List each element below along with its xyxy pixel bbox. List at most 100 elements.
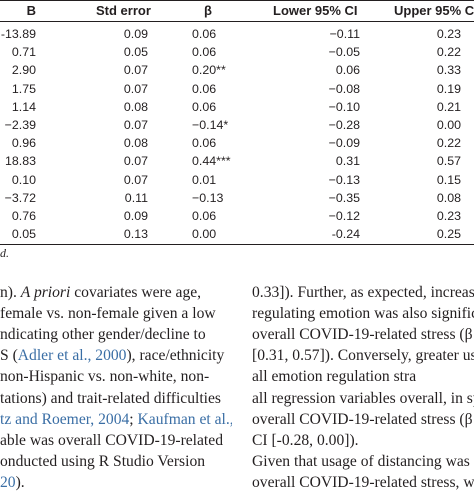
table-cell-lower-ci: 0.06 <box>335 63 360 78</box>
table-cell-b: 0.96 <box>11 136 36 151</box>
text-run: ; <box>129 410 138 428</box>
text-run: all emotion regulation stra <box>252 368 417 386</box>
table-cell-beta: 0.06 <box>192 81 217 96</box>
table-cell-b: −2.39 <box>4 118 36 132</box>
left_column-line: 20). <box>0 472 232 493</box>
table-cell-lower-ci: −0.08 <box>328 81 360 96</box>
text-run: regulating emotion was also significa <box>252 305 474 323</box>
text-run: ). <box>15 473 25 491</box>
table-top-rule <box>0 0 474 1</box>
table-cell-beta: 0.06 <box>192 27 217 41</box>
table-cell-b: 0.71 <box>11 45 36 60</box>
left_column-line: tations) and trait-related difficulties <box>0 388 232 409</box>
text-run: female vs. non-female given a low <box>0 305 216 323</box>
table-cell-b: 0.10 <box>11 172 36 187</box>
table-cell-upper-ci: 0.15 <box>436 172 461 187</box>
right_column-line: overall COVID-19-related stress (β <box>252 409 474 430</box>
header-beta: β <box>204 3 212 18</box>
text-run: overall COVID-19-related stress, we <box>252 473 474 491</box>
table-cell-std-error: 0.07 <box>123 154 148 169</box>
table-cell-lower-ci: −0.11 <box>329 27 360 41</box>
table-cell-std-error: 0.08 <box>123 136 148 151</box>
table-cell-std-error: 0.13 <box>123 227 148 242</box>
header-lower-ci: Lower 95% CI <box>273 3 358 18</box>
left_column-line: non-Hispanic vs. non-white, non- <box>0 366 232 387</box>
table-cell-lower-ci: 0.31 <box>335 154 360 169</box>
table-header-rule <box>0 21 474 22</box>
table-cell-lower-ci: −0.12 <box>328 209 360 223</box>
table-cell-b: 18.83 <box>4 154 36 169</box>
text-run: Given that usage of distancing was <box>252 452 470 470</box>
header-b: B <box>26 3 36 18</box>
text-run: all regression variables overall, in spe <box>252 389 474 407</box>
table-cell-upper-ci: 0.00 <box>436 118 461 132</box>
table-cell-lower-ci: −0.28 <box>328 118 360 132</box>
table-cell-std-error: 0.07 <box>123 172 148 187</box>
citation-link[interactable]: Adler et al., 2000 <box>17 347 127 365</box>
left_column-line: able was overall COVID-19-related <box>0 430 232 451</box>
table-cell-lower-ci: −0.35 <box>328 190 360 205</box>
right_column-line: CI [-0.28, 0.00]). <box>252 430 474 451</box>
table-cell-beta: 0.06 <box>192 209 217 223</box>
table-cell-upper-ci: 0.23 <box>436 27 461 41</box>
left_column-line: n). A priori covariates were age, <box>0 282 232 303</box>
table-cell-b: 1.75 <box>11 81 36 96</box>
right_column-line: 0.33]). Further, as expected, increase <box>252 282 474 303</box>
left_column-line: female vs. non-female given a low <box>0 303 232 324</box>
text-run: 0.33]). Further, as expected, increase <box>252 284 474 301</box>
table-cell-upper-ci: 0.08 <box>436 190 461 205</box>
right_column-line: all regression variables overall, in spe <box>252 388 474 409</box>
table-cell-lower-ci: −0.13 <box>328 172 360 187</box>
citation-link[interactable]: Kaufman et al., <box>137 410 232 428</box>
text-run: [0.31, 0.57]). Conversely, greater use <box>252 347 474 365</box>
results-table: B Std error β Lower 95% CI Upper 95% C -… <box>0 0 474 258</box>
table-cell-upper-ci: 0.23 <box>436 209 461 223</box>
text-run: ), race/ethnicity <box>126 347 225 365</box>
text-run: A priori <box>20 284 71 301</box>
header-std-error: Std error <box>96 3 151 18</box>
table-cell-beta: 0.06 <box>192 45 217 60</box>
table-cell-upper-ci: 0.57 <box>436 154 461 169</box>
citation-link[interactable]: 20 <box>0 473 16 491</box>
left_column-line: ndicating other gender/decline to <box>0 324 232 345</box>
table-cell-beta: 0.06 <box>192 136 217 151</box>
table-cell-b: 0.76 <box>11 209 36 223</box>
text-run: tations) and trait-related difficulties <box>0 389 221 407</box>
table-cell-std-error: 0.09 <box>123 27 148 41</box>
right_column-line: all emotion regulation stra <box>252 366 474 387</box>
table-cell-upper-ci: 0.22 <box>436 136 461 151</box>
table-cell-beta: 0.20** <box>192 63 226 78</box>
text-run: S ( <box>0 347 18 365</box>
text-run: CI [-0.28, 0.00]). <box>252 431 359 449</box>
table-cell-std-error: 0.11 <box>124 190 148 205</box>
table-bottom-rule <box>0 244 474 245</box>
table-cell-beta: −0.13 <box>192 190 224 205</box>
left_column-line: onducted using R Studio Version <box>0 451 232 472</box>
left_column-line: S (Adler et al., 2000), race/ethnicity <box>0 345 232 366</box>
table-cell-beta: 0.44*** <box>192 154 231 169</box>
right_column-line: Given that usage of distancing was <box>252 451 474 472</box>
citation-link[interactable]: tz and Roemer, 2004 <box>0 410 130 428</box>
table-cell-beta: 0.00 <box>192 227 217 242</box>
table-cell-upper-ci: 0.21 <box>436 99 461 114</box>
table-cell-std-error: 0.07 <box>123 81 148 96</box>
table-cell-std-error: 0.08 <box>123 99 148 114</box>
table-cell-std-error: 0.05 <box>123 45 148 60</box>
table-cell-beta: −0.14* <box>192 118 229 132</box>
text-run: overall COVID-19-related stress (β <box>252 410 473 428</box>
table-cell-b: -13.89 <box>0 27 36 41</box>
table-cell-beta: 0.01 <box>192 172 217 187</box>
right_column-line: [0.31, 0.57]). Conversely, greater use <box>252 345 474 366</box>
text-run: overall COVID-19-related stress (β <box>252 326 473 344</box>
table-cell-lower-ci: −0.10 <box>328 99 360 114</box>
table-cell-b: 1.14 <box>11 99 36 114</box>
table-cell-std-error: 0.09 <box>123 209 148 223</box>
table-cell-upper-ci: 0.19 <box>436 81 461 96</box>
left_column-line: tz and Roemer, 2004; Kaufman et al., <box>0 409 232 430</box>
table-cell-lower-ci: −0.09 <box>328 136 360 151</box>
table-cell-lower-ci: -0.24 <box>331 227 360 242</box>
right_column-line: overall COVID-19-related stress, we <box>252 472 474 493</box>
right_column-line: regulating emotion was also significa <box>252 303 474 324</box>
text-run: n). <box>0 284 21 301</box>
table-cell-b: 0.05 <box>11 227 36 242</box>
